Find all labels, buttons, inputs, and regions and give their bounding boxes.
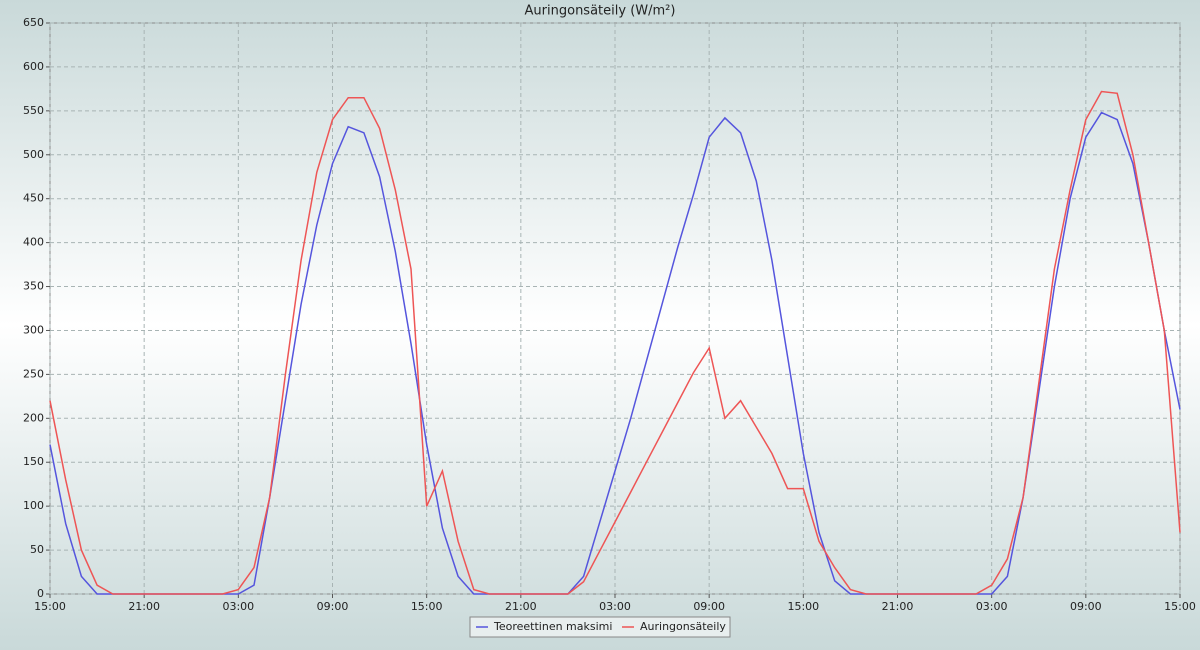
series-line — [49, 90, 1181, 595]
x-tick-label: 15:00 — [1164, 600, 1196, 613]
x-tick-label: 15:00 — [787, 600, 819, 613]
y-tick-label: 300 — [23, 323, 44, 336]
x-tick-label: 03:00 — [976, 600, 1008, 613]
x-tick-label: 21:00 — [128, 600, 160, 613]
legend-label: Auringonsäteily — [640, 620, 726, 633]
y-tick-label: 350 — [23, 280, 44, 293]
y-tick-label: 450 — [23, 192, 44, 205]
y-tick-label: 200 — [23, 411, 44, 424]
y-tick-label: 0 — [37, 587, 44, 600]
y-tick-label: 500 — [23, 148, 44, 161]
y-tick-label: 150 — [23, 455, 44, 468]
y-tick-label: 650 — [23, 16, 44, 29]
legend: Teoreettinen maksimi Auringonsäteily — [469, 616, 731, 638]
y-tick-label: 600 — [23, 60, 44, 73]
y-tick-label: 50 — [30, 543, 44, 556]
y-tick-label: 100 — [23, 499, 44, 512]
x-tick-label: 03:00 — [599, 600, 631, 613]
x-tick-label: 15:00 — [411, 600, 443, 613]
y-tick-label: 250 — [23, 367, 44, 380]
chart-title: Auringonsäteily (W/m²) — [525, 4, 676, 19]
x-tick-label: 03:00 — [222, 600, 254, 613]
x-tick-label: 21:00 — [882, 600, 914, 613]
x-tick-label: 09:00 — [1070, 600, 1102, 613]
legend-box — [469, 616, 731, 638]
series-line — [49, 111, 1181, 595]
legend-label: Teoreettinen maksimi — [493, 620, 612, 633]
y-tick-label: 550 — [23, 104, 44, 117]
y-tick-label: 400 — [23, 236, 44, 249]
x-tick-label: 09:00 — [317, 600, 349, 613]
x-tick-label: 21:00 — [505, 600, 537, 613]
x-tick-label: 15:00 — [34, 600, 66, 613]
x-tick-label: 09:00 — [693, 600, 725, 613]
